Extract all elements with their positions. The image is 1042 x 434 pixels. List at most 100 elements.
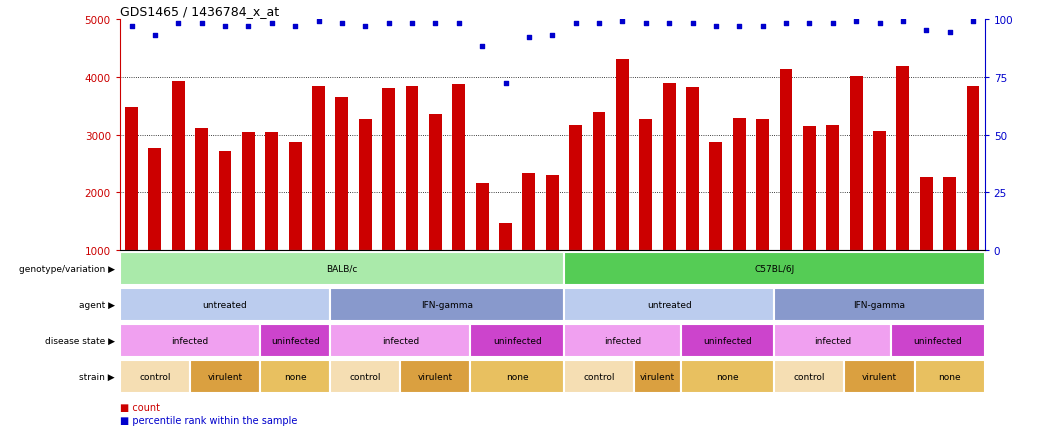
Text: BALB/c: BALB/c	[326, 264, 357, 273]
Point	[497, 81, 514, 88]
Point	[147, 32, 164, 39]
Point	[848, 18, 865, 25]
Bar	[289, 143, 301, 309]
Bar	[803, 127, 816, 309]
Text: IFN-gamma: IFN-gamma	[421, 300, 473, 309]
Text: control: control	[140, 372, 171, 381]
Point	[730, 23, 747, 30]
Bar	[873, 132, 886, 309]
Bar	[943, 178, 957, 309]
Text: control: control	[349, 372, 381, 381]
Point	[801, 21, 818, 28]
Text: C57BL/6J: C57BL/6J	[754, 264, 794, 273]
Point	[591, 21, 607, 28]
Text: control: control	[584, 372, 615, 381]
Text: genotype/variation ▶: genotype/variation ▶	[19, 264, 115, 273]
Bar	[405, 87, 419, 309]
Text: GDS1465 / 1436784_x_at: GDS1465 / 1436784_x_at	[120, 5, 279, 18]
Bar	[266, 132, 278, 309]
Text: ■ percentile rank within the sample: ■ percentile rank within the sample	[120, 415, 297, 425]
Bar	[120, 252, 564, 286]
Point	[661, 21, 677, 28]
Text: none: none	[505, 372, 528, 381]
Bar	[680, 360, 774, 394]
Point	[333, 21, 350, 28]
Text: ■ count: ■ count	[120, 402, 159, 412]
Text: untreated: untreated	[647, 300, 692, 309]
Bar	[920, 178, 933, 309]
Bar	[564, 252, 985, 286]
Point	[567, 21, 584, 28]
Text: none: none	[716, 372, 739, 381]
Text: virulent: virulent	[418, 372, 453, 381]
Bar	[499, 224, 512, 309]
Point	[965, 18, 982, 25]
Point	[194, 21, 210, 28]
Text: infected: infected	[603, 336, 641, 345]
Point	[123, 23, 140, 30]
Text: uninfected: uninfected	[271, 336, 320, 345]
Bar	[915, 360, 985, 394]
Bar	[120, 324, 260, 358]
Bar	[680, 324, 774, 358]
Point	[824, 21, 841, 28]
Text: disease state ▶: disease state ▶	[45, 336, 115, 345]
Text: infected: infected	[171, 336, 208, 345]
Bar	[710, 143, 722, 309]
Bar	[190, 360, 260, 394]
Point	[918, 28, 935, 35]
Text: infected: infected	[381, 336, 419, 345]
Text: uninfected: uninfected	[493, 336, 542, 345]
Bar	[452, 85, 465, 309]
Bar	[896, 66, 910, 309]
Point	[708, 23, 724, 30]
Text: virulent: virulent	[640, 372, 675, 381]
Bar	[616, 59, 628, 309]
Bar	[260, 360, 330, 394]
Bar	[260, 324, 330, 358]
Bar	[382, 89, 395, 309]
Bar	[522, 174, 536, 309]
Text: virulent: virulent	[862, 372, 897, 381]
Point	[638, 21, 654, 28]
Text: untreated: untreated	[202, 300, 247, 309]
Bar	[779, 70, 792, 309]
Point	[894, 18, 911, 25]
Point	[544, 32, 561, 39]
Point	[240, 23, 256, 30]
Bar	[219, 152, 231, 309]
Bar	[564, 360, 635, 394]
Point	[380, 21, 397, 28]
Point	[777, 21, 794, 28]
Bar	[733, 119, 746, 309]
Bar	[774, 324, 891, 358]
Point	[311, 18, 327, 25]
Point	[403, 21, 420, 28]
Point	[754, 23, 771, 30]
Bar	[336, 98, 348, 309]
Point	[521, 35, 538, 42]
Bar	[470, 360, 564, 394]
Text: none: none	[283, 372, 306, 381]
Bar	[844, 360, 915, 394]
Text: strain ▶: strain ▶	[79, 372, 115, 381]
Bar	[242, 132, 255, 309]
Point	[357, 23, 374, 30]
Text: uninfected: uninfected	[703, 336, 752, 345]
Text: uninfected: uninfected	[914, 336, 963, 345]
Text: none: none	[938, 372, 961, 381]
Bar	[849, 77, 863, 309]
Text: IFN-gamma: IFN-gamma	[853, 300, 905, 309]
Point	[170, 21, 187, 28]
Bar	[358, 120, 372, 309]
Bar	[330, 288, 564, 322]
Bar	[569, 126, 582, 309]
Bar	[330, 360, 400, 394]
Point	[871, 21, 888, 28]
Bar	[120, 288, 330, 322]
Bar	[470, 324, 564, 358]
Text: infected: infected	[814, 336, 851, 345]
Point	[427, 21, 444, 28]
Bar	[635, 360, 680, 394]
Bar	[476, 184, 489, 309]
